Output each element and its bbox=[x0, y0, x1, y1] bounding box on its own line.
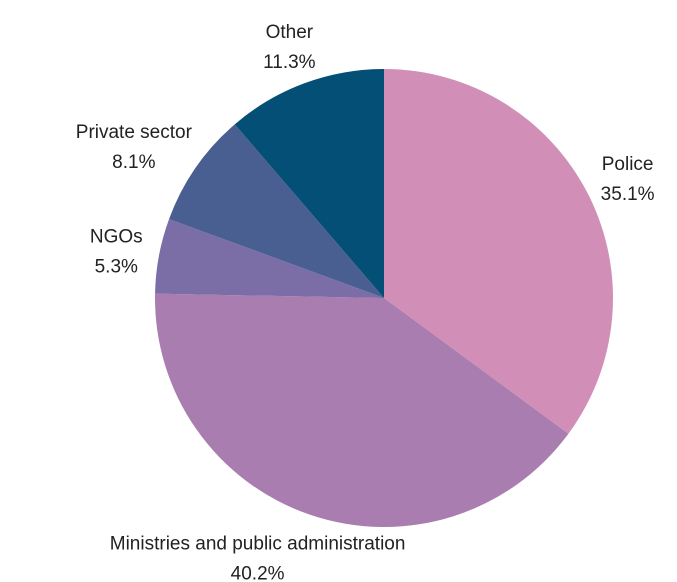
slice-percent: 11.3% bbox=[263, 52, 316, 73]
slice-label: Police 35.1% bbox=[601, 154, 655, 205]
pie-slice bbox=[234, 69, 384, 298]
pie-slice bbox=[384, 69, 613, 434]
slice-name: Ministries and public administration bbox=[110, 534, 406, 555]
slice-name: NGOs bbox=[90, 226, 143, 247]
slice-name: Police bbox=[602, 154, 654, 175]
slice-name: Other bbox=[266, 22, 314, 43]
pie-slice bbox=[169, 124, 384, 299]
slice-label: Ministries and public administration 40.2… bbox=[110, 534, 406, 582]
slice-percent: 40.2% bbox=[231, 564, 285, 582]
slice-percent: 5.3% bbox=[95, 256, 138, 277]
slice-percent: 8.1% bbox=[112, 152, 155, 173]
slice-label: NGOs 5.3% bbox=[90, 226, 143, 277]
pie-slice bbox=[155, 219, 384, 298]
slice-name: Private sector bbox=[76, 122, 193, 143]
pie-slice bbox=[155, 293, 569, 528]
slice-label: Other 11.3% bbox=[263, 22, 316, 73]
slice-percent: 35.1% bbox=[601, 184, 655, 205]
slice-label: Private sector 8.1% bbox=[76, 122, 193, 173]
